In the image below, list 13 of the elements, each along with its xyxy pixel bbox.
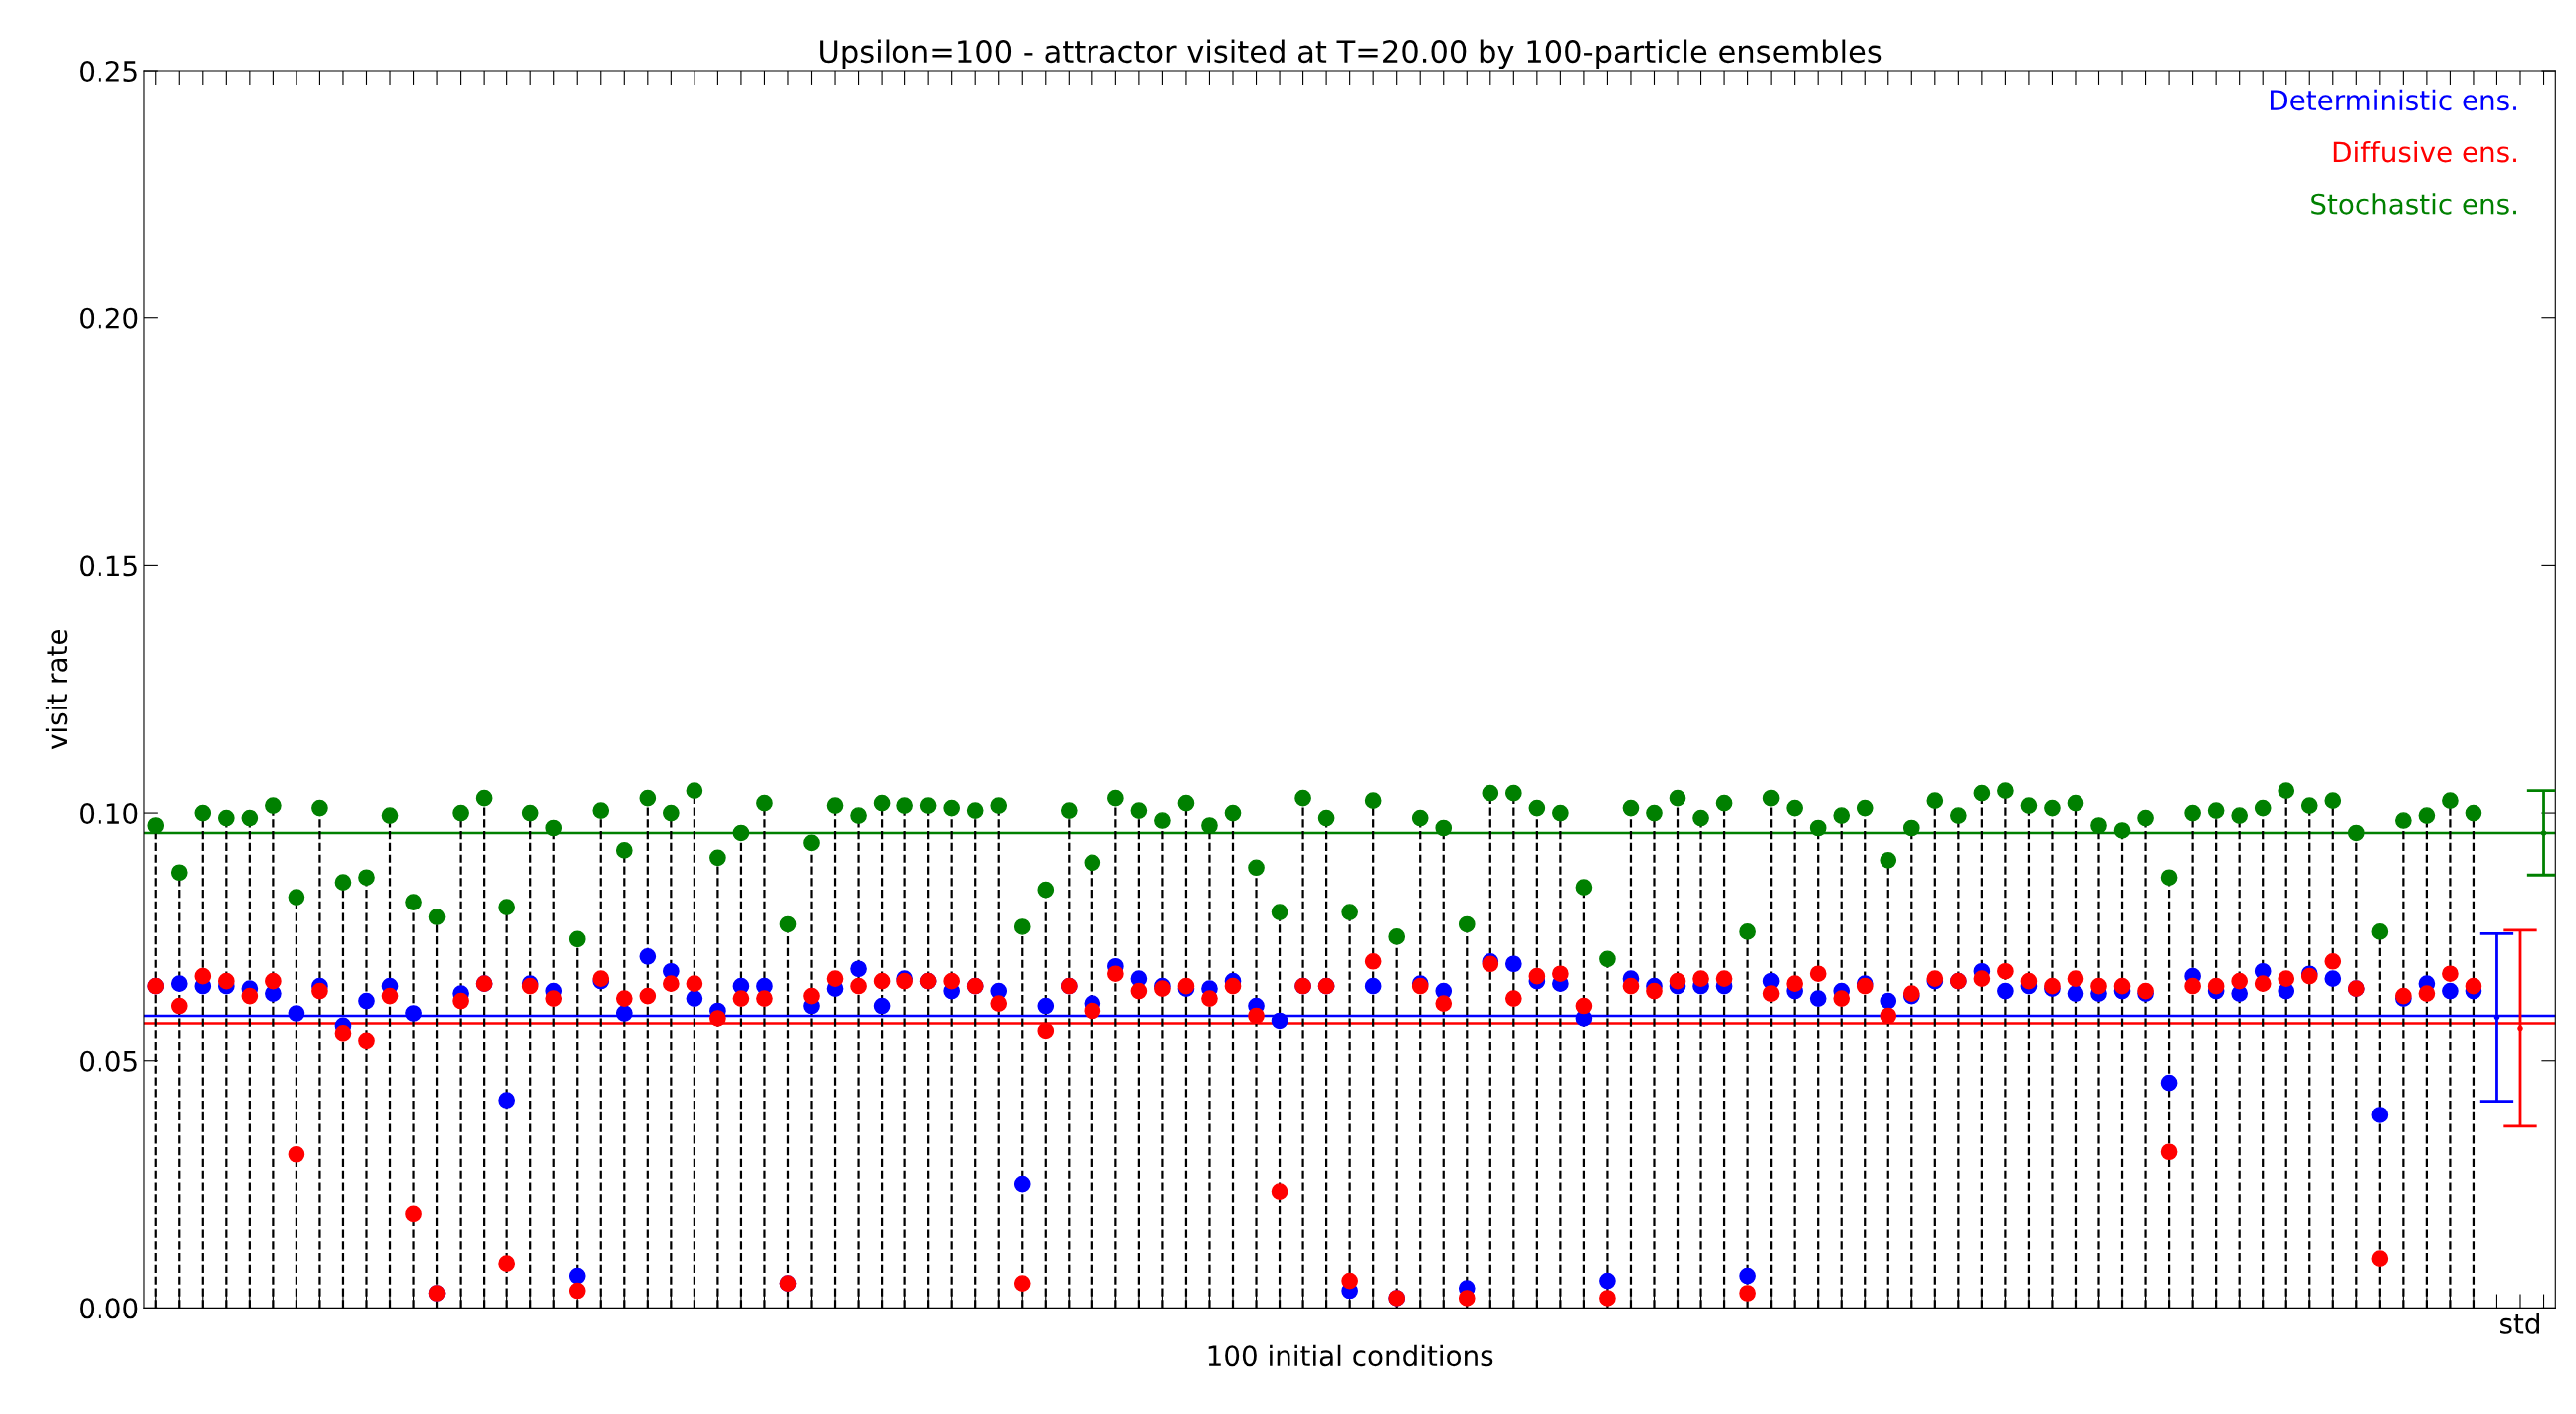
text: Deterministic ens.: [2271, 89, 2516, 111]
text: Diffusive ens.: [2333, 140, 2516, 163]
y-tick-label: 0.05: [80, 1050, 137, 1072]
y-tick-label: 0.10: [80, 803, 138, 825]
x-axis-title: 100 initial conditions: [1208, 1344, 1493, 1367]
y-tick-label: 0.15: [80, 555, 137, 577]
y-axis-title: visit rate: [45, 629, 68, 750]
y-tick-label: 0.20: [80, 307, 138, 329]
chart-title: Upsilon=100 - attractor visited at T=20.00 by 100-particle ensembles: [820, 39, 1882, 70]
x-tick-label: std: [2500, 1313, 2539, 1334]
y-tick-label: 0.00: [80, 1298, 138, 1319]
text: Stochastic ens.: [2311, 193, 2516, 215]
y-tick-label: 0.25: [80, 60, 137, 82]
